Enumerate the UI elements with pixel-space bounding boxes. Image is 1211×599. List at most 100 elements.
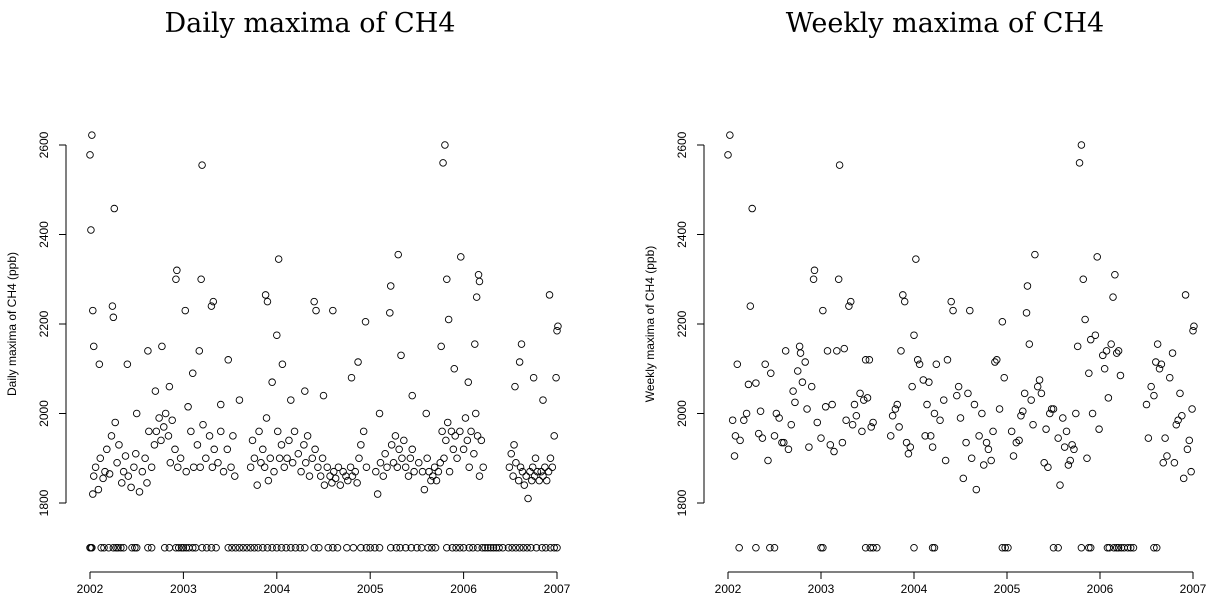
- point: [334, 463, 343, 471]
- point: [1109, 293, 1117, 301]
- point: [346, 463, 355, 471]
- point: [1155, 365, 1164, 373]
- point: [481, 544, 489, 552]
- point: [248, 436, 257, 445]
- point: [263, 544, 272, 552]
- point: [784, 445, 793, 454]
- point: [319, 391, 328, 400]
- point: [277, 544, 286, 552]
- point: [408, 391, 416, 400]
- point: [208, 463, 217, 471]
- point: [207, 302, 216, 310]
- point: [925, 378, 933, 386]
- y-tick-label: 2200: [37, 310, 51, 337]
- point: [255, 427, 263, 436]
- point: [1035, 376, 1044, 384]
- point: [320, 481, 329, 489]
- point: [850, 400, 859, 409]
- point: [733, 360, 742, 369]
- point: [223, 445, 232, 454]
- point: [758, 434, 767, 442]
- y-tick-label: 2000: [37, 400, 51, 427]
- point: [865, 356, 874, 364]
- point: [283, 454, 291, 463]
- point: [415, 458, 423, 467]
- point: [176, 454, 185, 463]
- point: [542, 476, 551, 485]
- point: [311, 445, 319, 454]
- point: [329, 544, 337, 552]
- point: [224, 544, 232, 552]
- point: [1111, 271, 1119, 279]
- point: [436, 458, 445, 467]
- point: [361, 318, 370, 326]
- point: [158, 342, 166, 351]
- point: [212, 544, 220, 552]
- point: [539, 472, 547, 480]
- point: [834, 275, 843, 284]
- point: [471, 340, 479, 348]
- point: [510, 441, 518, 449]
- point: [467, 427, 475, 436]
- point: [312, 306, 320, 315]
- point: [887, 432, 895, 440]
- point: [928, 443, 937, 451]
- point: [982, 438, 991, 447]
- point: [457, 253, 465, 261]
- point: [921, 432, 929, 440]
- chart-title: Daily maxima of CH4: [165, 8, 456, 39]
- point: [796, 349, 805, 357]
- point: [1110, 544, 1118, 552]
- point: [553, 544, 561, 552]
- point: [117, 544, 125, 552]
- point: [329, 306, 337, 315]
- point: [748, 204, 756, 213]
- point: [484, 544, 492, 552]
- point: [151, 387, 160, 395]
- point: [1070, 445, 1078, 454]
- point: [1142, 400, 1151, 409]
- point: [993, 356, 1001, 364]
- point: [132, 450, 140, 458]
- point: [160, 544, 169, 552]
- point: [430, 463, 439, 471]
- point: [835, 161, 844, 169]
- point: [119, 467, 128, 476]
- point: [397, 351, 405, 360]
- point: [155, 414, 163, 422]
- y-tick-label: 2200: [675, 310, 689, 337]
- point: [447, 427, 456, 436]
- point: [1187, 467, 1195, 476]
- point: [1044, 463, 1052, 471]
- point: [465, 544, 473, 552]
- point: [731, 432, 740, 440]
- point: [323, 463, 331, 471]
- point: [331, 474, 340, 483]
- point: [87, 226, 95, 234]
- point: [94, 485, 103, 494]
- point: [207, 544, 216, 552]
- point: [264, 476, 273, 485]
- point: [1172, 420, 1181, 429]
- point: [381, 450, 389, 458]
- point: [450, 365, 459, 373]
- point: [518, 467, 527, 476]
- point: [544, 467, 553, 476]
- point: [736, 436, 744, 445]
- point: [114, 544, 122, 552]
- point: [1129, 544, 1138, 552]
- point: [392, 544, 401, 552]
- point: [770, 544, 779, 552]
- point: [470, 450, 478, 458]
- point: [954, 382, 963, 391]
- point: [157, 436, 165, 445]
- x-tick-label: 2004: [901, 582, 928, 596]
- point: [930, 409, 939, 418]
- point: [987, 456, 995, 465]
- point: [113, 458, 121, 467]
- point: [1176, 389, 1184, 398]
- point: [440, 454, 448, 463]
- x-tick-label: 2007: [1180, 582, 1207, 596]
- point: [217, 400, 225, 409]
- point: [301, 387, 309, 395]
